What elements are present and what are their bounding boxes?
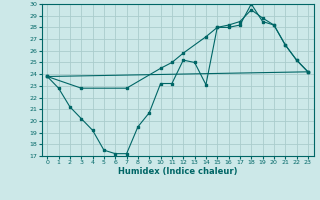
X-axis label: Humidex (Indice chaleur): Humidex (Indice chaleur) xyxy=(118,167,237,176)
